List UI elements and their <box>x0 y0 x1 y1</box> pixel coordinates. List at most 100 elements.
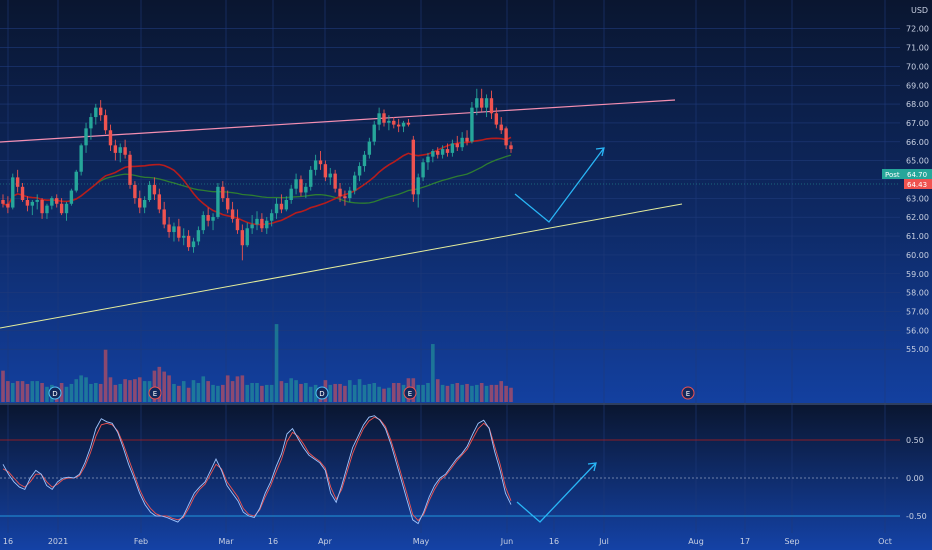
time-tick-label: Oct <box>878 537 892 546</box>
trend-lines[interactable] <box>0 99 683 329</box>
price-tick-label: 63.00 <box>906 194 929 203</box>
candle-body <box>196 230 201 242</box>
price-tick-label: 60.00 <box>906 251 929 260</box>
volume-bar <box>201 376 206 402</box>
event-marker-label: E <box>686 390 690 398</box>
candle-body <box>55 198 59 204</box>
volume-bar <box>455 383 460 402</box>
candle-body <box>15 177 20 187</box>
volume-bar <box>235 376 240 402</box>
volume-bar <box>172 383 176 402</box>
candle-body <box>377 113 381 125</box>
candle-body <box>128 154 132 185</box>
volume-bar <box>504 385 508 402</box>
oscillator-projection[interactable] <box>516 462 597 523</box>
candle-body <box>6 203 10 208</box>
candle-body <box>186 235 191 248</box>
candle-body <box>401 122 406 127</box>
volume-bar <box>396 383 401 402</box>
volume-bar <box>64 386 69 402</box>
volume-bar <box>372 383 377 402</box>
event-marker[interactable] <box>315 386 329 400</box>
candle-body <box>94 107 98 118</box>
candle-body <box>406 122 411 125</box>
event-marker[interactable] <box>403 386 417 400</box>
volume-bar <box>35 381 39 402</box>
oscillator <box>0 415 900 525</box>
candle-body <box>118 147 122 153</box>
time-tick-label: Jun <box>500 537 514 546</box>
volume-bar <box>387 387 391 402</box>
candle-body <box>211 216 215 221</box>
volume-bar <box>284 383 289 402</box>
candle-body <box>167 224 171 233</box>
time-axis[interactable]: 16 2021 Feb Mar 16 Apr May Jun 16 Jul Aug 17 Sep Oct <box>3 537 892 546</box>
candle-body <box>265 220 269 229</box>
candle-body <box>40 200 44 214</box>
lower-trendline[interactable] <box>0 203 683 329</box>
post-badge-label-bg <box>882 169 904 179</box>
post-badge-value: 64.70 <box>907 171 927 179</box>
candle-body <box>269 213 274 221</box>
time-tick-label: 2021 <box>48 537 68 546</box>
candle-body <box>216 186 220 217</box>
projection-arrow[interactable] <box>514 147 605 523</box>
volume-bar <box>225 375 230 402</box>
candle-body <box>260 218 264 229</box>
candle-body <box>465 137 469 142</box>
price-tick-label: 59.00 <box>906 270 929 279</box>
candle-body <box>475 98 479 108</box>
candle-body <box>440 149 445 155</box>
candle-body <box>138 198 142 208</box>
volume-bar <box>299 383 303 402</box>
candle-body <box>74 171 78 191</box>
upper-trendline[interactable] <box>0 99 676 143</box>
time-tick-label: 16 <box>268 537 278 546</box>
volume-bar <box>416 384 420 402</box>
price-pane-background <box>0 0 932 403</box>
volume-bar <box>45 386 49 402</box>
candle-body <box>69 190 74 204</box>
event-marker[interactable] <box>148 386 162 400</box>
candle-body <box>338 188 342 197</box>
candle-body <box>348 190 352 199</box>
candle-body <box>309 169 313 187</box>
volume-bar <box>479 383 484 402</box>
volume-bar <box>362 384 367 402</box>
volume-bar <box>475 384 479 402</box>
event-marker-label: E <box>153 390 157 398</box>
volume-bar <box>157 366 162 402</box>
volume-bar <box>211 384 215 402</box>
candle-body <box>162 209 166 225</box>
candle-body <box>225 198 230 210</box>
event-marker[interactable] <box>48 386 62 400</box>
volume-bar <box>289 378 293 402</box>
volume-bar <box>264 384 269 402</box>
oscillator-projection-head <box>587 462 597 472</box>
volume-bar <box>489 384 494 402</box>
candle-body <box>479 98 484 108</box>
event-marker[interactable] <box>681 386 695 400</box>
volume-bar <box>460 384 464 402</box>
candle-body <box>382 113 386 123</box>
time-tick-label: Mar <box>218 537 234 546</box>
volume-bar <box>162 371 166 402</box>
volume-bar <box>352 384 357 402</box>
volume-bar <box>79 375 83 402</box>
indicator-axis[interactable]: 0.50 0.00 -0.50 <box>906 436 927 521</box>
volume-bar <box>15 381 20 402</box>
price-projection[interactable] <box>514 147 605 223</box>
price-tick-label: 55.00 <box>906 345 929 354</box>
volume-bar <box>255 383 259 402</box>
candle-body <box>172 226 176 233</box>
candle-body <box>313 160 318 170</box>
candle-body <box>35 200 39 202</box>
time-tick-label: 17 <box>740 537 750 546</box>
volume-bar <box>465 383 469 402</box>
volume-bar <box>59 383 64 402</box>
volume-bar <box>177 385 181 402</box>
time-tick-label: May <box>413 537 430 546</box>
price-tick-label: 57.00 <box>906 307 929 316</box>
